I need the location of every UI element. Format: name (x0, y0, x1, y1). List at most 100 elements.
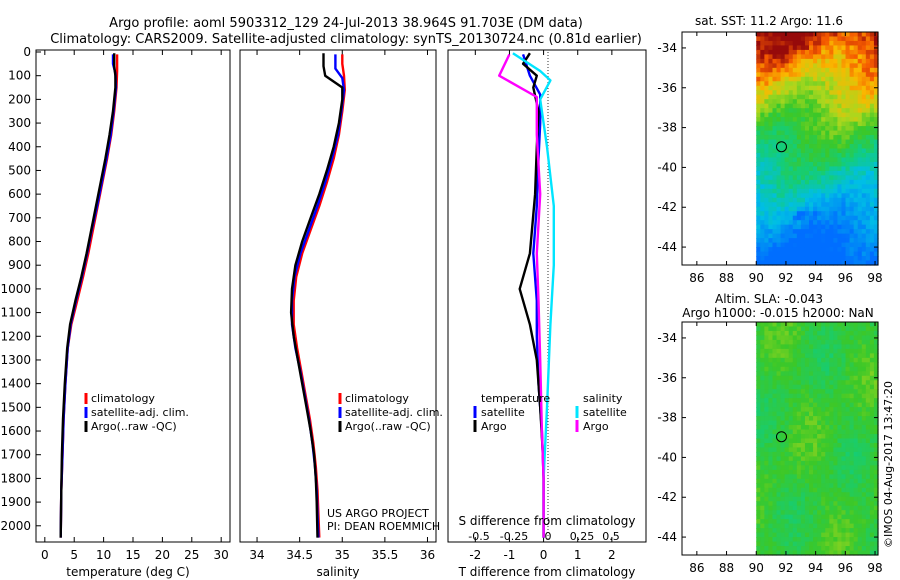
map-cell (796, 528, 802, 534)
map-cell (804, 528, 810, 534)
map-cell (756, 112, 761, 118)
map-cell (809, 161, 814, 168)
map-cell (776, 420, 782, 426)
map-cell (825, 157, 830, 163)
map-cell (796, 416, 802, 422)
map-cell (776, 211, 782, 217)
map-cell (873, 447, 879, 453)
map-cell (821, 135, 826, 141)
map-cell (853, 335, 859, 341)
map-cell (833, 148, 839, 154)
map-cell (764, 411, 770, 417)
map-cell (813, 117, 818, 123)
map-cell (857, 380, 863, 386)
difference-axis-ticks: -2 -1 0 1 2 (469, 50, 616, 562)
map-cell (869, 112, 875, 118)
map-cell (804, 335, 810, 341)
map-cell (857, 247, 863, 253)
map-cell (813, 389, 818, 395)
map-cell (796, 393, 802, 399)
map-cell (796, 94, 802, 100)
map-cell (780, 330, 786, 337)
map-cell (764, 49, 770, 55)
map-cell (796, 206, 802, 212)
map-cell (760, 58, 765, 64)
map-cell (825, 58, 830, 64)
map-cell (788, 429, 794, 435)
map-cell (845, 434, 851, 440)
map-cell (776, 36, 782, 42)
map-cell (788, 469, 794, 475)
map-cell (813, 442, 818, 449)
map-cell (768, 117, 774, 123)
map-cell (792, 398, 798, 404)
map-cell (809, 144, 814, 150)
map-cell (841, 175, 847, 181)
map-cell (869, 76, 875, 82)
map-cell (813, 36, 818, 42)
map-cell (813, 94, 818, 100)
map-cell (780, 505, 786, 511)
map-cell (760, 541, 765, 547)
map-cell (869, 81, 875, 87)
map-cell (809, 220, 814, 226)
map-cell (768, 197, 774, 203)
map-cell (772, 135, 778, 141)
map-cell (804, 474, 810, 480)
map-cell (776, 179, 782, 185)
map-cell (788, 130, 794, 136)
map-cell (784, 45, 790, 51)
map-cell (804, 523, 810, 529)
map-cell (800, 152, 806, 159)
map-cell (796, 411, 802, 417)
x-tick-label: 0 (540, 548, 548, 562)
map-cell (780, 170, 786, 176)
map-cell (845, 152, 851, 159)
map-cell (804, 483, 810, 489)
map-cell (804, 54, 810, 60)
map-cell (873, 460, 879, 466)
map-cell (809, 152, 814, 159)
map-cell (833, 483, 839, 489)
map-cell (861, 434, 867, 440)
map-cell (821, 496, 826, 502)
map-cell (809, 179, 814, 185)
map-cell (853, 130, 859, 136)
map-cell (817, 49, 822, 55)
map-cell (784, 220, 790, 226)
map-cell (849, 335, 855, 341)
map-cell (772, 81, 778, 87)
map-cell (837, 335, 843, 341)
map-cell (857, 94, 863, 100)
map-cell (784, 135, 790, 141)
map-cell (800, 496, 806, 502)
map-cell (837, 326, 843, 332)
map-cell (760, 233, 765, 239)
map-cell (857, 442, 863, 449)
map-cell (857, 90, 863, 96)
lat-tick-label: -34 (657, 331, 677, 345)
map-cell (784, 90, 790, 96)
lon-tick-label: 90 (749, 561, 764, 575)
map-cell (780, 251, 786, 257)
map-cell (780, 447, 786, 453)
map-cell (792, 371, 798, 377)
map-cell (861, 451, 867, 458)
map-cell (821, 434, 826, 440)
map-cell (796, 179, 802, 185)
map-cell (865, 447, 871, 453)
map-cell (804, 130, 810, 136)
map-cell (821, 528, 826, 534)
map-cell (841, 238, 847, 244)
map-cell (756, 36, 761, 42)
map-cell (780, 81, 786, 87)
map-cell (833, 465, 839, 471)
map-cell (764, 72, 770, 78)
map-cell (756, 233, 761, 239)
map-cell (780, 211, 786, 217)
map-cell (865, 135, 871, 141)
map-cell (780, 256, 786, 262)
map-cell (873, 179, 879, 185)
map-cell (792, 54, 798, 60)
map-cell (821, 49, 826, 55)
